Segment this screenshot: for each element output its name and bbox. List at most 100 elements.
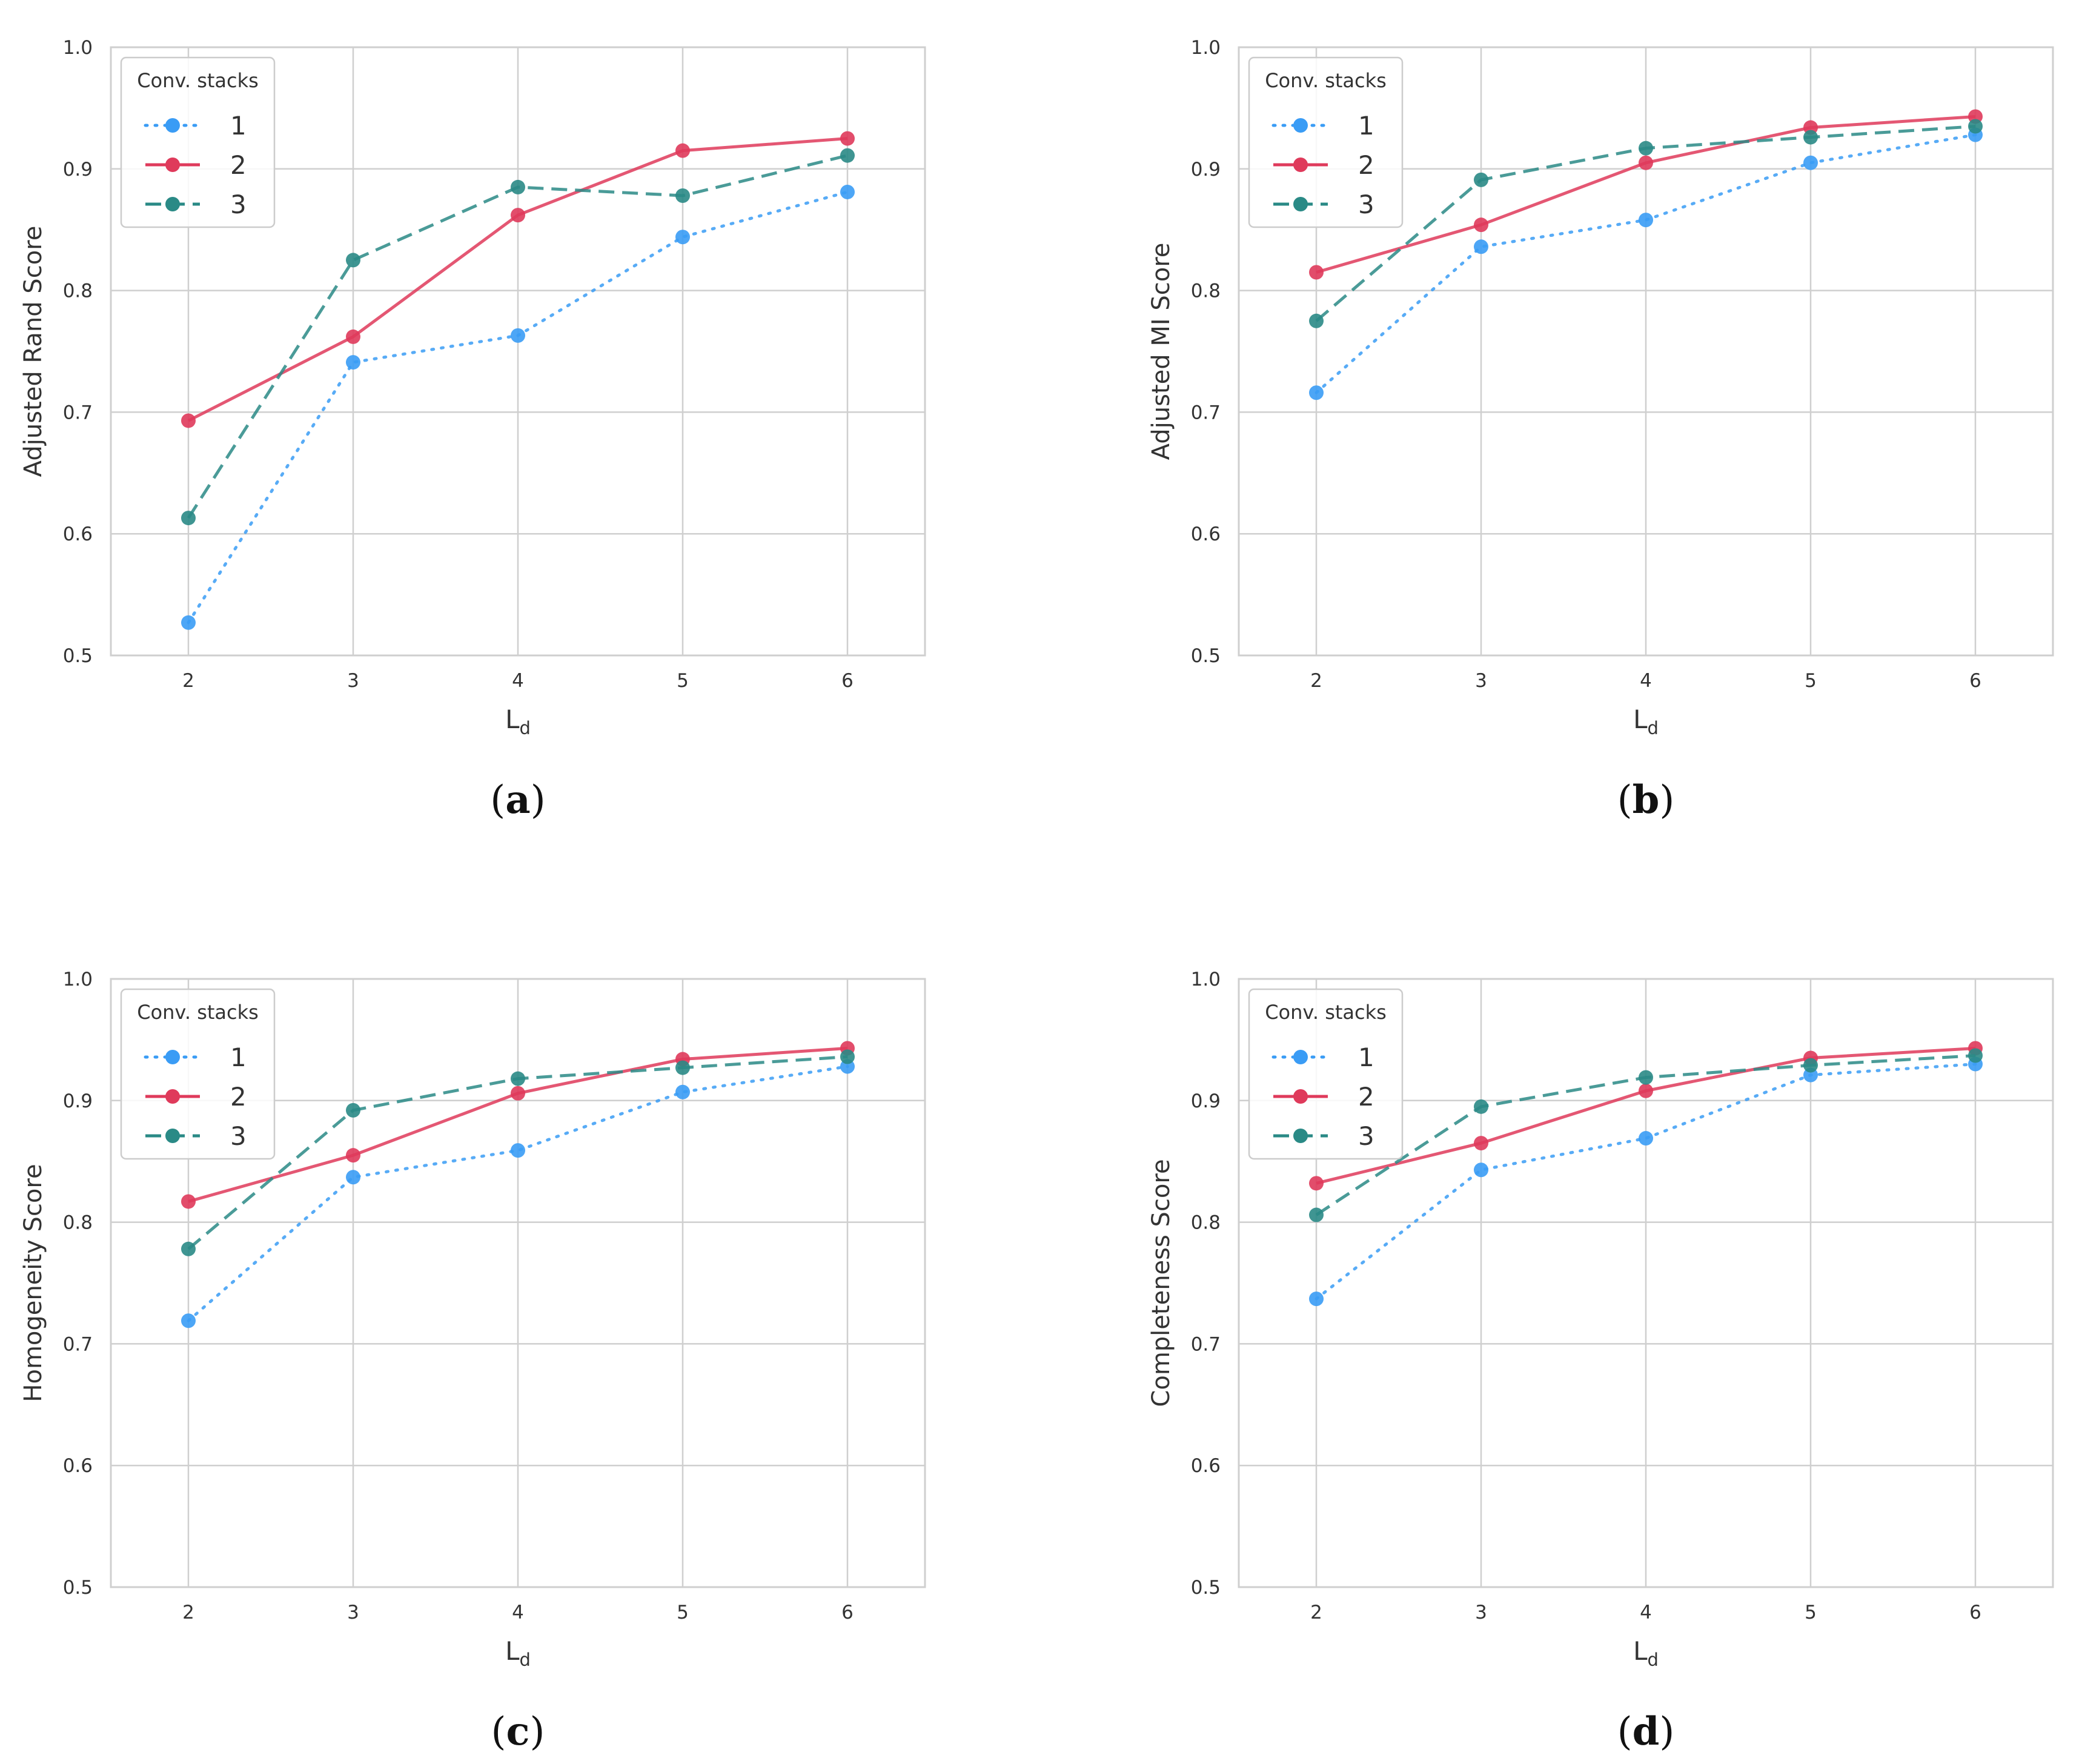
legend-label-1: 1 [1358, 1043, 1374, 1072]
chart-svg: 0.5 0.6 0.7 0.8 0.9 1.0 2 3 4 5 6 Ld Adjusted MI Sco… [1147, 37, 2054, 823]
series-3-point [1968, 1048, 1983, 1063]
x-tick-label: 4 [1640, 1602, 1652, 1623]
series-2-point [346, 329, 360, 344]
series-2-point [511, 208, 525, 223]
series-1-point [1309, 1292, 1324, 1307]
caption-letter: c [506, 1709, 530, 1754]
y-tick-label: 0.5 [1191, 645, 1221, 667]
y-tick-label: 0.6 [63, 1455, 93, 1477]
series-3-point [181, 1241, 196, 1256]
caption-close-paren: ) [531, 778, 546, 823]
plot-frame [1238, 46, 2054, 657]
legend-label-3: 3 [230, 1121, 247, 1151]
series-2-point [181, 1194, 196, 1209]
legend-marker-1 [165, 118, 180, 133]
y-tick-label: 0.7 [1191, 402, 1221, 423]
y-tick-label: 0.8 [1191, 280, 1221, 302]
series-2-point [675, 143, 690, 158]
series-2-point [1474, 217, 1488, 233]
series-1-point [346, 355, 360, 370]
caption-letter: d [1633, 1709, 1660, 1754]
x-axis-label-subscript: d [519, 1650, 530, 1670]
x-axis-label-subscript: d [1647, 718, 1658, 738]
chart-panel-b: 0.5 0.6 0.7 0.8 0.9 1.0 2 3 4 5 6 Ld Adjusted MI Sco… [1128, 0, 2073, 832]
series-1-point [1803, 155, 1818, 170]
y-tick-label: 0.9 [1191, 1090, 1221, 1112]
y-tick-label: 0.8 [1191, 1212, 1221, 1234]
series-1-point [511, 1143, 525, 1158]
legend-marker-2 [165, 158, 180, 172]
series-1-point [1474, 239, 1488, 254]
x-tick-label: 5 [677, 1602, 689, 1623]
series-1-point [840, 184, 855, 199]
series-2-point [1309, 265, 1324, 280]
chart-svg: 0.5 0.6 0.7 0.8 0.9 1.0 2 3 4 5 6 Ld Homogeneity Sco… [19, 969, 926, 1754]
series-3-point [346, 253, 360, 268]
x-tick-label: 6 [1969, 670, 1981, 692]
caption-close-paren: ) [1659, 1709, 1674, 1754]
series-1-point [346, 1170, 360, 1185]
series-2-point [1309, 1176, 1324, 1191]
y-axis-label: Adjusted Rand Score [19, 226, 47, 477]
x-tick-label: 2 [1310, 1602, 1322, 1623]
series-1-point [181, 1313, 196, 1328]
x-tick-label: 5 [677, 670, 689, 692]
series-3-point [1309, 313, 1324, 328]
legend-title: Conv. stacks [1265, 69, 1387, 92]
legend-box [1248, 988, 1404, 1160]
x-tick-label: 5 [1805, 1602, 1817, 1623]
panel-caption: (c) [491, 1709, 545, 1754]
y-tick-label: 0.8 [63, 280, 93, 302]
legend-label-1: 1 [230, 1043, 247, 1072]
y-tick-label: 0.6 [1191, 1455, 1221, 1477]
series-2-point [511, 1086, 525, 1101]
y-tick-label: 0.5 [1191, 1577, 1221, 1599]
y-tick-label: 0.6 [1191, 523, 1221, 545]
series-3-point [1639, 1070, 1653, 1085]
legend-label-2: 2 [230, 1082, 247, 1112]
series-1-point [1639, 1131, 1653, 1146]
series-3-point [1474, 1099, 1488, 1114]
series-2-point [1639, 155, 1653, 170]
legend-marker-2 [165, 1089, 180, 1104]
legend-label-1: 1 [230, 111, 247, 141]
series-1-point [181, 615, 196, 630]
caption-letter: b [1633, 777, 1660, 823]
legend-marker-1 [1293, 118, 1308, 133]
legend-marker-1 [1293, 1050, 1308, 1064]
plot-frame [110, 978, 926, 1588]
series-1-point [1309, 385, 1324, 400]
chart-svg: 0.5 0.6 0.7 0.8 0.9 1.0 2 3 4 5 6 Ld Completeness Sc… [1147, 969, 2054, 1754]
series-1-point [511, 328, 525, 343]
legend-label-1: 1 [1358, 111, 1374, 141]
legend-title: Conv. stacks [137, 69, 259, 92]
plot-frame [1238, 978, 2054, 1588]
x-axis-label: Ld [505, 1636, 531, 1670]
panel-caption: (d) [1617, 1709, 1675, 1754]
chart-svg: 0.5 0.6 0.7 0.8 0.9 1.0 2 3 4 5 6 Ld Adjusted Rand S… [19, 37, 926, 823]
series-3-point [840, 1049, 855, 1064]
legend-label-2: 2 [1358, 1082, 1374, 1112]
series-3-point [511, 1071, 525, 1086]
x-tick-label: 4 [1640, 670, 1652, 692]
series-1-point [1639, 213, 1653, 228]
legend-title: Conv. stacks [1265, 1001, 1387, 1024]
series-3-point [1803, 130, 1818, 145]
series-3-point [346, 1102, 360, 1118]
y-axis-label: Completeness Score [1147, 1159, 1175, 1407]
y-tick-label: 0.8 [63, 1212, 93, 1234]
y-tick-label: 1.0 [1191, 37, 1221, 59]
x-axis-label-main: L [505, 705, 520, 734]
legend-label-2: 2 [230, 150, 247, 180]
series-2-point [1639, 1083, 1653, 1098]
chart-panel-c: 0.5 0.6 0.7 0.8 0.9 1.0 2 3 4 5 6 Ld Homogeneity Sco… [0, 932, 945, 1764]
chart-panel-d: 0.5 0.6 0.7 0.8 0.9 1.0 2 3 4 5 6 Ld Completeness Sc… [1128, 932, 2073, 1764]
x-tick-label: 5 [1805, 670, 1817, 692]
series-3-point [675, 1060, 690, 1075]
x-tick-label: 2 [182, 1602, 194, 1623]
plot-frame [110, 46, 926, 657]
caption-open-paren: ( [1617, 778, 1633, 823]
y-axis-label: Adjusted MI Score [1147, 243, 1175, 460]
series-3-point [1474, 172, 1488, 187]
caption-letter: a [505, 777, 530, 823]
